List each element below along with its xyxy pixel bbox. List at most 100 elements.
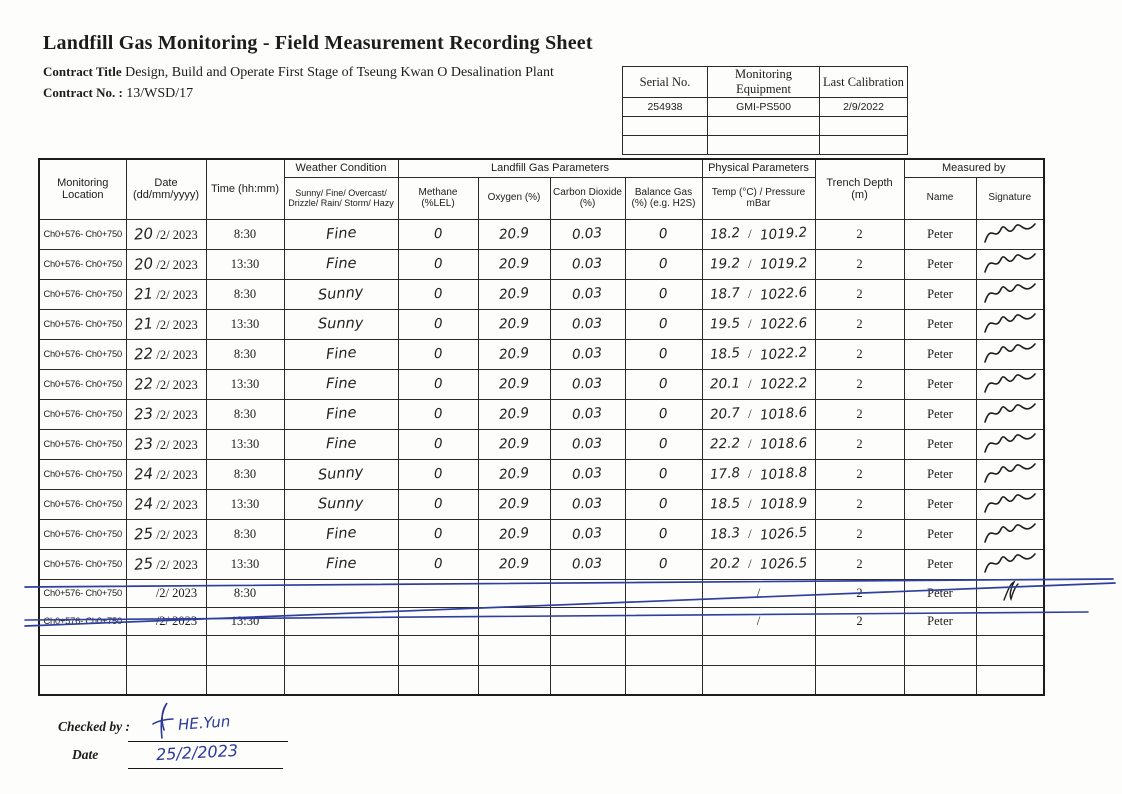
cell-name: Peter bbox=[903, 606, 977, 636]
cell-name: Peter bbox=[903, 308, 977, 340]
cell-balance-gas: 0 bbox=[624, 218, 703, 250]
equipment-table: Serial No. Monitoring Equipment Last Cal… bbox=[622, 66, 908, 155]
cell-temp-pressure: 20.1 / 1022.2 bbox=[701, 368, 816, 400]
equipment-header-row: Serial No. Monitoring Equipment Last Cal… bbox=[622, 66, 908, 98]
cell-temp-pressure bbox=[701, 664, 816, 696]
record-row: Ch0+576- Ch0+750/2/ 2023 13:30 /2 Peter bbox=[38, 606, 1045, 636]
cell-time: 13:30 bbox=[205, 488, 285, 520]
record-row: Ch0+576- Ch0+750 21/2/ 2023 13:30 Sunny 0 20.… bbox=[38, 308, 1045, 340]
cell-temp-pressure: 18.7 / 1022.6 bbox=[701, 278, 816, 310]
contract-title-label: Contract Title bbox=[43, 64, 122, 79]
cell-oxygen: 20.9 bbox=[477, 428, 551, 460]
record-row bbox=[38, 634, 1045, 666]
cell-methane: 0 bbox=[397, 278, 479, 310]
cell-temp-pressure: 18.5 / 1018.9 bbox=[701, 488, 816, 520]
checked-by-signature: HE.Yun bbox=[148, 700, 231, 745]
cell-methane bbox=[397, 634, 479, 666]
cell-carbon-dioxide: 0.03 bbox=[549, 488, 626, 520]
cell-signature bbox=[975, 308, 1045, 340]
cell-balance-gas: 0 bbox=[624, 488, 703, 520]
cell-name: Peter bbox=[903, 278, 977, 310]
cell-temp-pressure: 18.3 / 1026.5 bbox=[701, 518, 816, 550]
cell-oxygen bbox=[477, 578, 551, 608]
cell-signature bbox=[975, 606, 1045, 636]
cell-weather: Sunny bbox=[283, 458, 399, 490]
cell-balance-gas bbox=[624, 578, 703, 608]
cell-carbon-dioxide: 0.03 bbox=[549, 458, 626, 490]
cell-carbon-dioxide: 0.03 bbox=[549, 518, 626, 550]
cell-methane: 0 bbox=[397, 368, 479, 400]
col-methane: Methane (%LEL) bbox=[397, 176, 479, 220]
signature-scrawl-icon bbox=[983, 342, 1036, 363]
cell-date: 24/2/ 2023 bbox=[125, 488, 207, 520]
signature-scrawl-icon bbox=[983, 312, 1036, 333]
cell-temp-pressure: 18.2 / 1019.2 bbox=[701, 218, 816, 250]
cell-time: 8:30 bbox=[205, 518, 285, 550]
cell-methane: 0 bbox=[397, 398, 479, 430]
cell-date: 20/2/ 2023 bbox=[125, 218, 207, 250]
cell-balance-gas: 0 bbox=[624, 338, 703, 370]
cell-carbon-dioxide: 0.03 bbox=[549, 218, 626, 250]
cell-time: 8:30 bbox=[205, 338, 285, 370]
cell-weather: Fine bbox=[283, 428, 399, 460]
cell-trench-depth: 2 bbox=[814, 428, 905, 460]
cell-signature bbox=[975, 578, 1045, 608]
cell-methane: 0 bbox=[397, 518, 479, 550]
cell-weather bbox=[283, 634, 399, 666]
cell-time: 13:30 bbox=[205, 548, 285, 580]
cell-temp-pressure: 19.2 / 1019.2 bbox=[701, 248, 816, 280]
cell-signature bbox=[975, 664, 1045, 696]
cell-date: 25/2/ 2023 bbox=[125, 548, 207, 580]
cell-oxygen bbox=[477, 664, 551, 696]
cell-weather: Fine bbox=[283, 338, 399, 370]
col-temp-pressure: Temp (°C) / Pressure mBar bbox=[701, 176, 816, 220]
cell-weather: Fine bbox=[283, 248, 399, 280]
group-weather-condition: Weather Condition bbox=[283, 158, 399, 178]
cell-weather: Fine bbox=[283, 218, 399, 250]
cell-signature bbox=[975, 338, 1045, 370]
cell-name: Peter bbox=[903, 518, 977, 550]
cell-oxygen: 20.9 bbox=[477, 248, 551, 280]
equipment-cell bbox=[819, 116, 908, 136]
cell-trench-depth: 2 bbox=[814, 278, 905, 310]
col-carbon-dioxide: Carbon Dioxide (%) bbox=[549, 176, 626, 220]
record-row: Ch0+576- Ch0+750 23/2/ 2023 13:30 Fine 0 20.9… bbox=[38, 428, 1045, 460]
cell-location: Ch0+576- Ch0+750 bbox=[38, 398, 127, 430]
col-weather-options: Sunny/ Fine/ Overcast/ Drizzle/ Rain/ St… bbox=[283, 176, 399, 220]
cell-signature bbox=[975, 634, 1045, 666]
cell-carbon-dioxide: 0.03 bbox=[549, 368, 626, 400]
cell-name: Peter bbox=[903, 458, 977, 490]
cell-name: Peter bbox=[903, 218, 977, 250]
cell-date: 22/2/ 2023 bbox=[125, 368, 207, 400]
cell-signature bbox=[975, 518, 1045, 550]
cell-balance-gas: 0 bbox=[624, 428, 703, 460]
cell-methane: 0 bbox=[397, 308, 479, 340]
cell-trench-depth: 2 bbox=[814, 218, 905, 250]
cell-date: 24/2/ 2023 bbox=[125, 458, 207, 490]
cell-name: Peter bbox=[903, 548, 977, 580]
cell-weather: Sunny bbox=[283, 308, 399, 340]
header-row-groups: Monitoring Location Date (dd/mm/yyyy) Ti… bbox=[38, 158, 1045, 220]
cell-balance-gas: 0 bbox=[624, 278, 703, 310]
record-row: Ch0+576- Ch0+750 25/2/ 2023 13:30 Fine 0 20.9… bbox=[38, 548, 1045, 580]
cell-weather bbox=[283, 664, 399, 696]
cell-signature bbox=[975, 398, 1045, 430]
record-row: Ch0+576- Ch0+750 20/2/ 2023 13:30 Fine 0 20.9… bbox=[38, 248, 1045, 280]
signature-scrawl-icon bbox=[983, 252, 1036, 273]
equipment-header-equipment: Monitoring Equipment bbox=[707, 66, 820, 98]
col-oxygen: Oxygen (%) bbox=[477, 176, 551, 220]
group-physical-parameters: Physical Parameters bbox=[701, 158, 816, 178]
cell-trench-depth: 2 bbox=[814, 578, 905, 608]
cell-location: Ch0+576- Ch0+750 bbox=[38, 368, 127, 400]
cell-trench-depth bbox=[814, 664, 905, 696]
cell-oxygen: 20.9 bbox=[477, 308, 551, 340]
cell-location: Ch0+576- Ch0+750 bbox=[38, 218, 127, 250]
cell-signature bbox=[975, 488, 1045, 520]
cell-carbon-dioxide: 0.03 bbox=[549, 548, 626, 580]
cell-location: Ch0+576- Ch0+750 bbox=[38, 606, 127, 636]
cell-balance-gas: 0 bbox=[624, 398, 703, 430]
cell-time: 8:30 bbox=[205, 278, 285, 310]
cell-methane: 0 bbox=[397, 338, 479, 370]
equipment-cell: 2/9/2022 bbox=[819, 97, 908, 117]
checked-by-name: HE.Yun bbox=[177, 712, 231, 734]
